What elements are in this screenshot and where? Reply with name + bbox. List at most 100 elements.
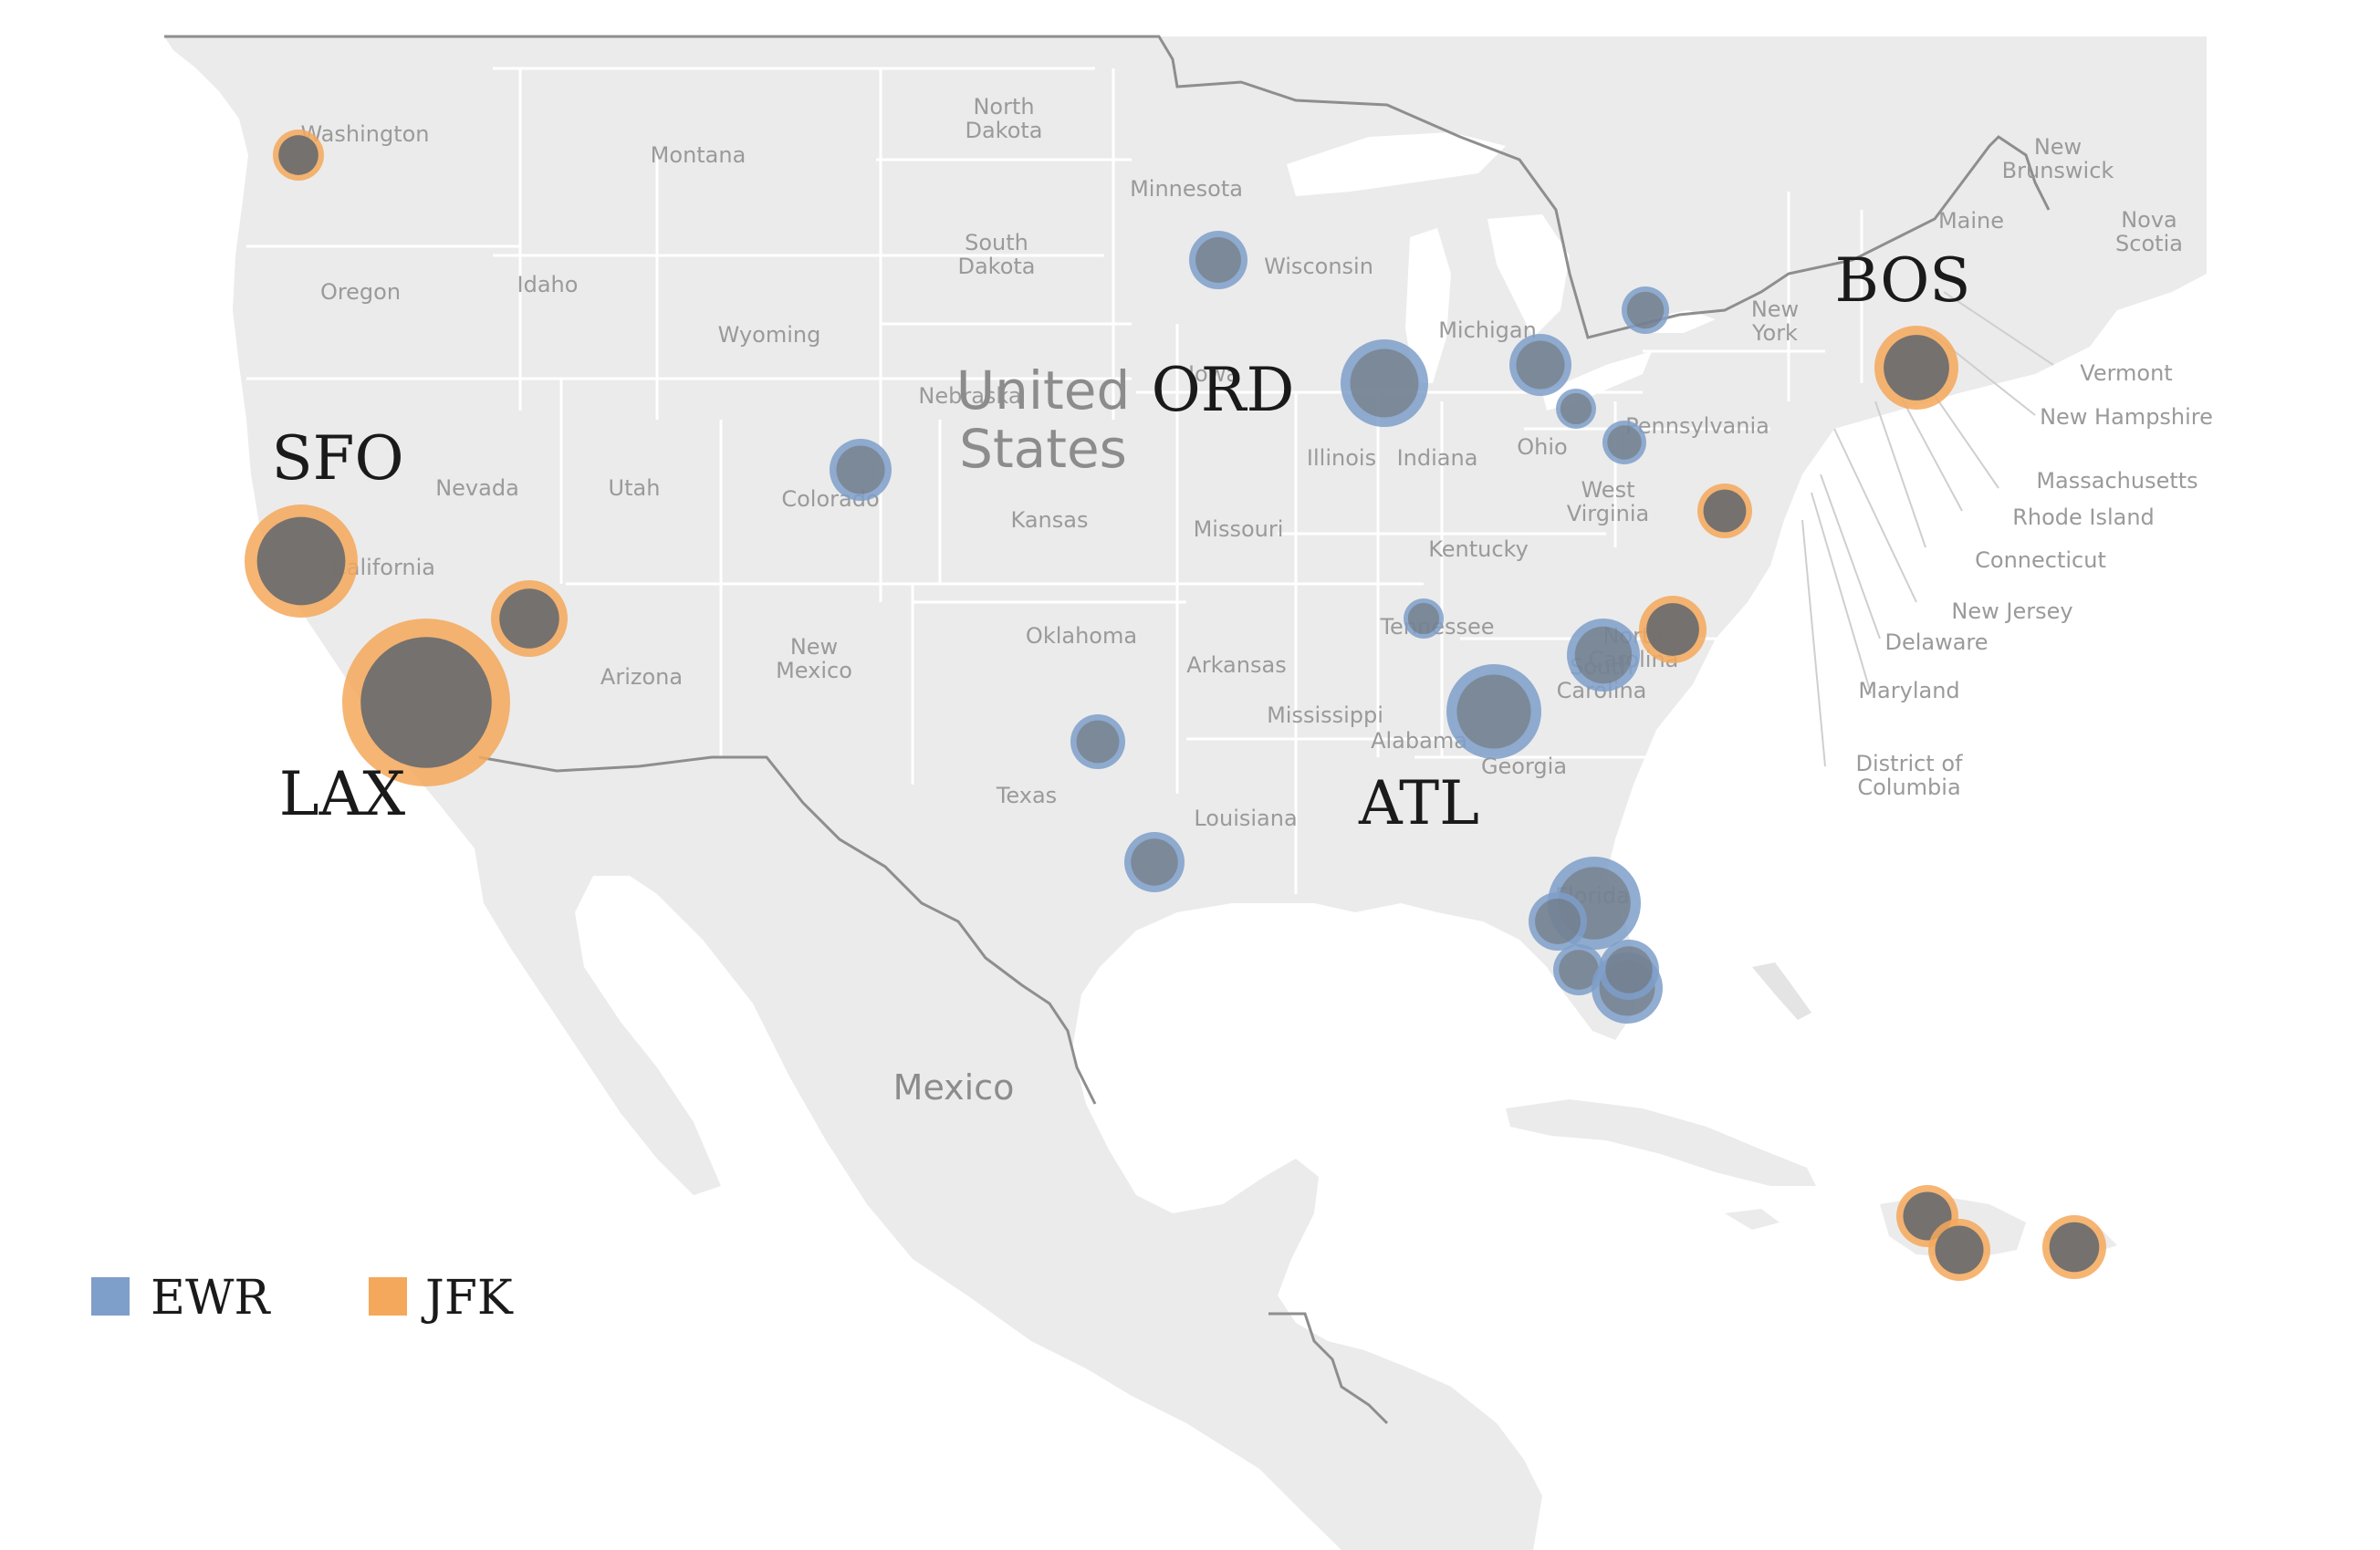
bubble-core-bos bbox=[1884, 335, 1949, 401]
state-label-wisconsin: Wisconsin bbox=[1264, 254, 1373, 279]
airport-label-ord: ORD bbox=[1152, 355, 1295, 425]
destination-dtw[interactable] bbox=[1509, 334, 1571, 396]
destination-atl[interactable] bbox=[1446, 664, 1541, 759]
bubble-core-sdq bbox=[1935, 1225, 1984, 1274]
bubble-core-mia bbox=[1605, 946, 1653, 993]
state-label-oklahoma: Oklahoma bbox=[1026, 623, 1137, 649]
airport-label-lax: LAX bbox=[279, 759, 405, 829]
bubble-core-buf bbox=[1626, 291, 1665, 329]
destination-iad[interactable] bbox=[1697, 484, 1752, 538]
airport-label-atl: ATL bbox=[1358, 768, 1479, 838]
destination-iah[interactable] bbox=[1124, 832, 1185, 892]
bubble-core-dfw bbox=[1076, 720, 1120, 764]
state-label-arizona: Arizona bbox=[600, 664, 683, 690]
state-label-utah: Utah bbox=[609, 475, 661, 501]
bubble-core-sea bbox=[278, 135, 318, 175]
state-label-louisiana: Louisiana bbox=[1194, 806, 1297, 831]
country-labels: United States Mexico bbox=[893, 359, 1131, 1108]
destination-bubbles[interactable] bbox=[245, 130, 2106, 1281]
bubble-core-atl bbox=[1456, 674, 1531, 749]
state-label-district-of-columbia: District of Columbia bbox=[1856, 751, 1964, 800]
bubble-core-ord bbox=[1350, 348, 1419, 418]
destination-tpa[interactable] bbox=[1529, 892, 1587, 951]
state-label-maryland: Maryland bbox=[1858, 678, 1959, 703]
legend: EWR JFK bbox=[91, 1271, 514, 1326]
leader-lines bbox=[1801, 291, 2054, 767]
north-america-land bbox=[164, 36, 2207, 1550]
country-label-us: United States bbox=[956, 359, 1131, 480]
destination-sea[interactable] bbox=[273, 130, 324, 181]
state-label-vermont: Vermont bbox=[2080, 360, 2172, 386]
destination-cle[interactable] bbox=[1556, 389, 1596, 429]
bubble-core-msp bbox=[1195, 237, 1241, 283]
lake-superior bbox=[1287, 132, 1506, 196]
state-label-missouri: Missouri bbox=[1194, 516, 1284, 542]
destination-mia[interactable] bbox=[1599, 940, 1659, 1000]
state-label-massachusetts: Massachusetts bbox=[2036, 468, 2197, 494]
destination-ord[interactable] bbox=[1341, 339, 1428, 427]
state-label-connecticut: Connecticut bbox=[1975, 547, 2106, 573]
destination-rsw[interactable] bbox=[1553, 944, 1604, 995]
destination-las[interactable] bbox=[491, 580, 568, 657]
state-label-new-york: New York bbox=[1751, 296, 1799, 346]
state-label-iowa: Iowa bbox=[1188, 361, 1239, 387]
state-label-mississippi: Mississippi bbox=[1267, 702, 1383, 728]
destination-buf[interactable] bbox=[1622, 286, 1669, 334]
state-label-nebraska: Nebraska bbox=[918, 383, 1021, 409]
bubble-core-tpa bbox=[1535, 899, 1581, 944]
state-label-texas: Texas bbox=[996, 783, 1057, 808]
airport-label-bos: BOS bbox=[1834, 245, 1970, 316]
state-label-idaho: Idaho bbox=[517, 272, 579, 297]
destination-dfw[interactable] bbox=[1070, 714, 1125, 769]
state-label-new-hampshire: New Hampshire bbox=[2040, 404, 2213, 430]
state-label-delaware: Delaware bbox=[1884, 629, 1988, 655]
state-label-nova-scotia: Nova Scotia bbox=[2115, 207, 2183, 256]
legend-label-ewr: EWR bbox=[151, 1271, 271, 1326]
state-label-ohio: Ohio bbox=[1517, 434, 1567, 460]
destination-lax[interactable] bbox=[342, 619, 510, 786]
legend-swatch-ewr bbox=[91, 1277, 130, 1316]
destination-sfo[interactable] bbox=[245, 505, 358, 618]
bubble-core-pit bbox=[1607, 425, 1642, 460]
airport-labels: SFO LAX ORD ATL BOS bbox=[271, 245, 1970, 838]
bubble-core-rsw bbox=[1559, 950, 1599, 990]
bubble-core-iah bbox=[1131, 838, 1178, 886]
state-label-kentucky: Kentucky bbox=[1428, 536, 1529, 562]
destination-bna[interactable] bbox=[1404, 598, 1444, 639]
state-label-washington: Washington bbox=[300, 121, 429, 147]
state-label-maine: Maine bbox=[1938, 208, 2004, 234]
state-label-new-mexico: New Mexico bbox=[776, 634, 852, 683]
destination-pit[interactable] bbox=[1602, 421, 1646, 464]
bubble-core-clt bbox=[1574, 626, 1633, 684]
state-label-wyoming: Wyoming bbox=[718, 322, 821, 348]
lake-michigan bbox=[1405, 228, 1451, 383]
bubble-core-lax bbox=[360, 637, 492, 768]
state-borders bbox=[246, 67, 1863, 894]
state-label-kansas: Kansas bbox=[1011, 507, 1089, 533]
country-label-mexico: Mexico bbox=[893, 1067, 1015, 1108]
bubble-core-dtw bbox=[1516, 340, 1565, 390]
state-label-michigan: Michigan bbox=[1438, 317, 1537, 343]
airport-label-sfo: SFO bbox=[271, 423, 403, 494]
destination-sju[interactable] bbox=[2042, 1215, 2106, 1279]
bahamas-land bbox=[1752, 962, 1811, 1020]
place-labels: Washington Montana North Dakota Minnesota Sou… bbox=[300, 94, 2212, 909]
state-label-arkansas: Arkansas bbox=[1186, 652, 1286, 678]
state-label-minnesota: Minnesota bbox=[1130, 176, 1243, 202]
bubble-core-cle bbox=[1560, 392, 1592, 425]
destination-msp[interactable] bbox=[1189, 231, 1247, 289]
state-label-new-jersey: New Jersey bbox=[1951, 598, 2072, 624]
state-label-new-brunswick: New Brunswick bbox=[2002, 134, 2114, 183]
state-label-north-dakota: North Dakota bbox=[965, 94, 1042, 143]
destination-clt[interactable] bbox=[1567, 619, 1640, 692]
state-label-rhode-island: Rhode Island bbox=[2012, 505, 2155, 530]
state-label-illinois: Illinois bbox=[1307, 445, 1376, 471]
destination-sdq[interactable] bbox=[1928, 1219, 1990, 1281]
bubble-core-las bbox=[499, 588, 559, 649]
destination-bos[interactable] bbox=[1874, 326, 1958, 410]
bubble-core-rdu bbox=[1646, 603, 1699, 656]
destination-rdu[interactable] bbox=[1639, 596, 1707, 663]
destination-den[interactable] bbox=[830, 439, 892, 501]
